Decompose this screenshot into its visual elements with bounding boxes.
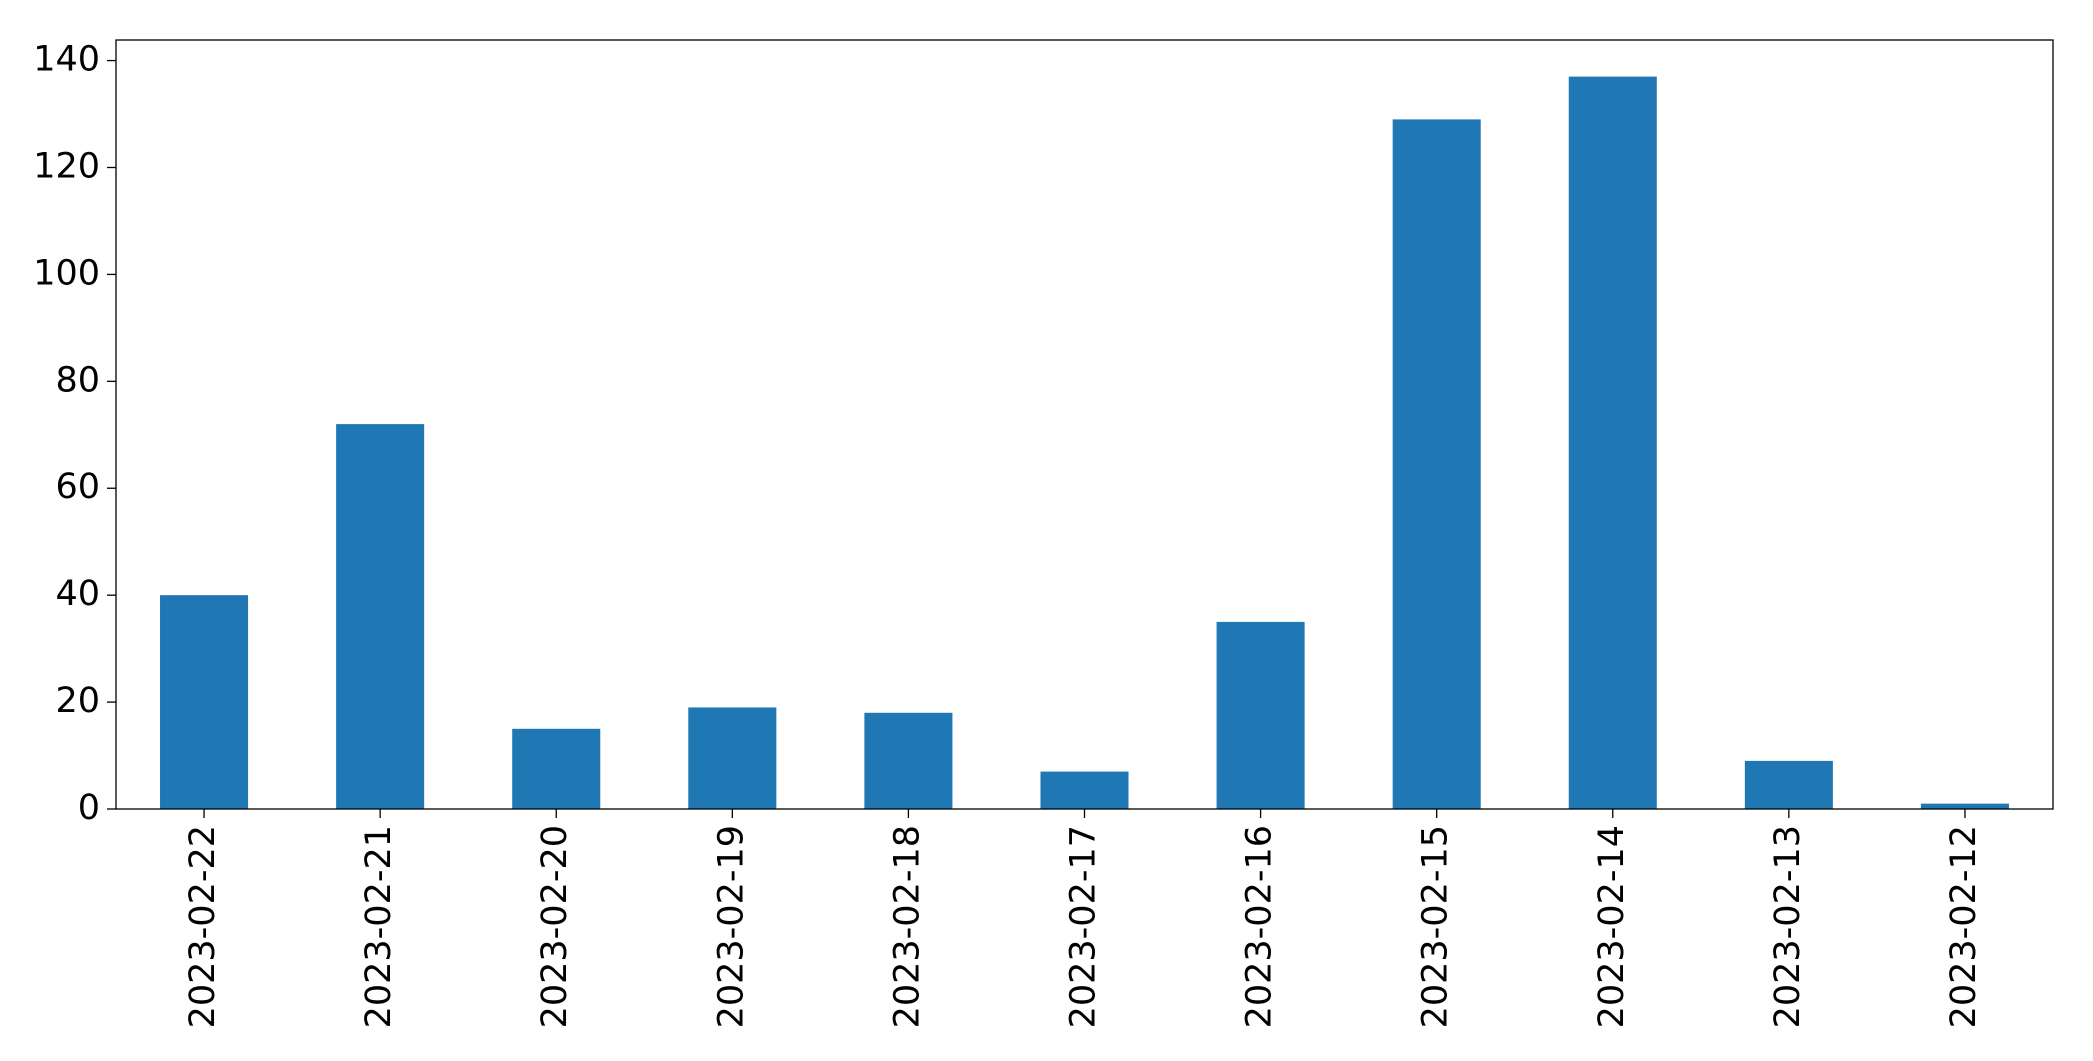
y-tick-label: 100 <box>33 253 100 293</box>
x-tick-label: 2023-02-15 <box>1416 825 1456 1028</box>
x-tick-label: 2023-02-20 <box>535 825 575 1028</box>
bar <box>1216 621 1305 809</box>
bar <box>336 424 425 809</box>
x-tick-label: 2023-02-13 <box>1768 825 1808 1028</box>
bar <box>1040 771 1129 809</box>
plot-frame <box>115 39 2054 810</box>
y-tick-label: 0 <box>78 788 100 828</box>
bar <box>864 712 953 809</box>
bar <box>512 728 601 809</box>
y-tick-label: 60 <box>55 467 100 507</box>
bar <box>1392 119 1481 810</box>
bar <box>688 707 777 809</box>
y-tick-label: 20 <box>55 681 100 721</box>
y-tick-label: 120 <box>33 146 100 186</box>
bar <box>1568 76 1657 810</box>
x-tick-label: 2023-02-22 <box>183 825 223 1028</box>
x-tick-label: 2023-02-18 <box>887 825 927 1028</box>
bar <box>1920 803 2009 809</box>
x-tick-label: 2023-02-17 <box>1064 825 1104 1028</box>
bar <box>160 595 249 809</box>
x-tick-label: 2023-02-12 <box>1944 825 1984 1028</box>
y-tick-label: 140 <box>33 40 100 80</box>
x-tick-label: 2023-02-16 <box>1240 825 1280 1028</box>
x-tick-label: 2023-02-21 <box>359 825 399 1028</box>
y-tick-label: 40 <box>55 574 100 614</box>
y-tick-label: 80 <box>55 360 100 400</box>
x-tick-label: 2023-02-19 <box>711 825 751 1028</box>
x-tick-label: 2023-02-14 <box>1592 825 1632 1028</box>
bar <box>1744 760 1833 809</box>
